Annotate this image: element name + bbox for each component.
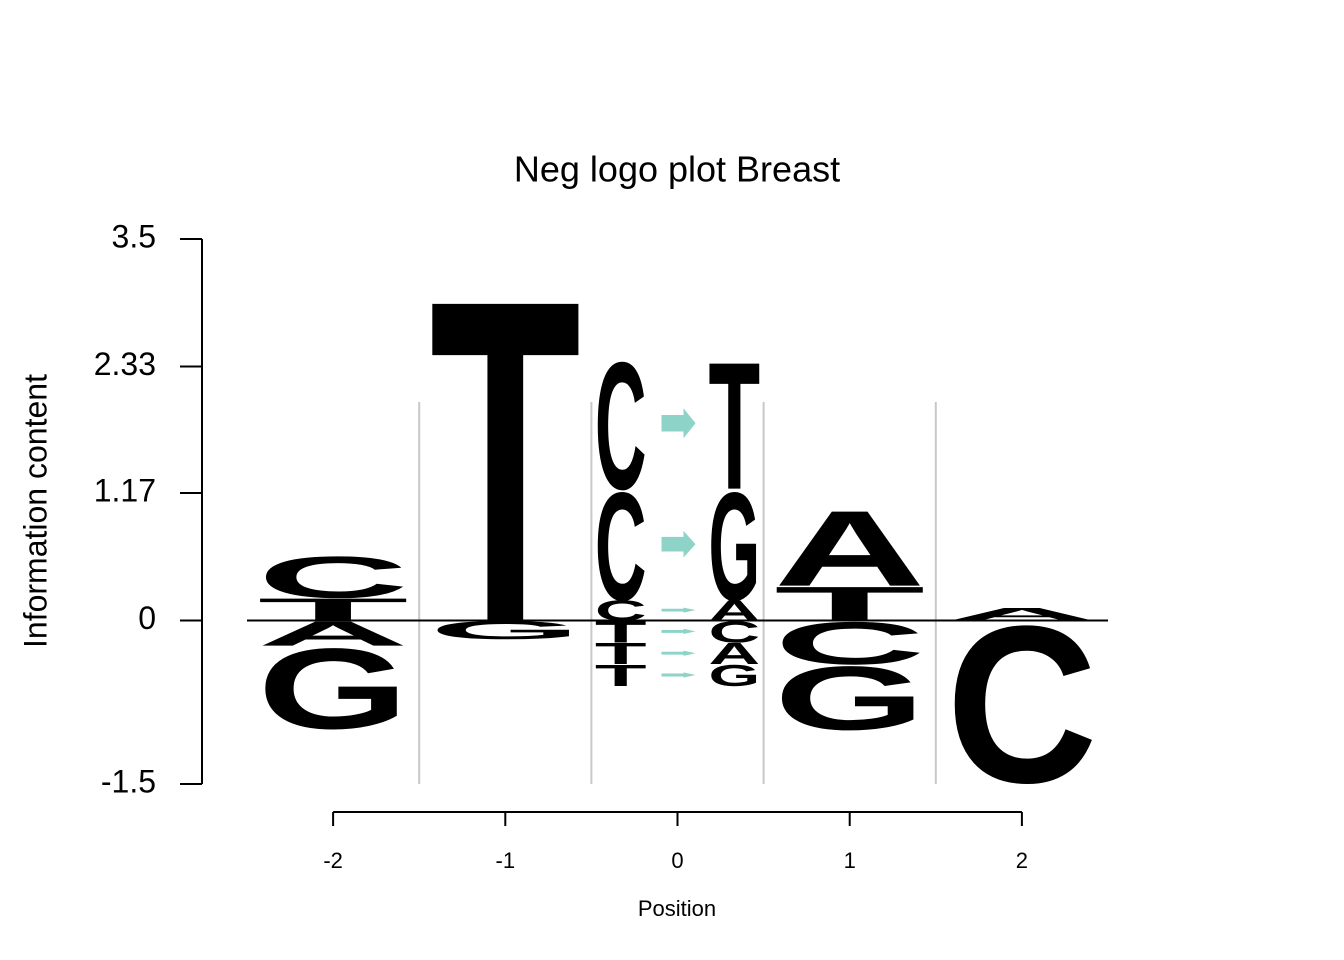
logo-letter: A xyxy=(774,488,926,608)
logo-letter: G xyxy=(708,658,760,692)
logo-letter: G xyxy=(774,649,926,750)
logo-letter: C xyxy=(946,579,1098,830)
substitution-arrow xyxy=(661,408,696,439)
y-tick-label: 1.17 xyxy=(94,472,156,508)
logo-letter: T xyxy=(708,325,760,528)
substitution-arrow xyxy=(661,672,696,678)
logo-letter: A xyxy=(946,604,1098,624)
x-tick-label: -1 xyxy=(496,848,516,873)
substitution-arrow xyxy=(661,650,696,656)
y-axis-title: Information content xyxy=(17,374,53,648)
y-tick-label: 2.33 xyxy=(94,346,156,382)
y-tick-label: 3.5 xyxy=(112,218,156,254)
x-tick-label: -2 xyxy=(323,848,343,873)
substitution-arrow xyxy=(661,530,696,558)
y-tick-label: 0 xyxy=(138,600,156,636)
y-tick-label: -1.5 xyxy=(101,763,156,799)
x-axis-title: Position xyxy=(638,896,716,921)
logo-letter: A xyxy=(708,637,760,671)
logo-letter: G xyxy=(257,624,409,753)
logo-letter: T xyxy=(595,658,647,692)
logo-letter: T xyxy=(595,637,647,671)
substitution-arrow xyxy=(661,628,696,635)
logo-letter: C xyxy=(595,460,647,633)
logo-letter: C xyxy=(257,545,409,610)
chart-title: Neg logo plot Breast xyxy=(514,149,840,190)
logo-letter: T xyxy=(430,205,582,719)
logo-letter: C xyxy=(595,325,647,528)
x-tick-label: 2 xyxy=(1016,848,1028,873)
logo-letter: G xyxy=(708,460,760,633)
logo-letter: T xyxy=(774,577,926,631)
substitution-arrow xyxy=(661,607,696,613)
x-tick-label: 1 xyxy=(844,848,856,873)
x-tick-label: 0 xyxy=(671,848,683,873)
